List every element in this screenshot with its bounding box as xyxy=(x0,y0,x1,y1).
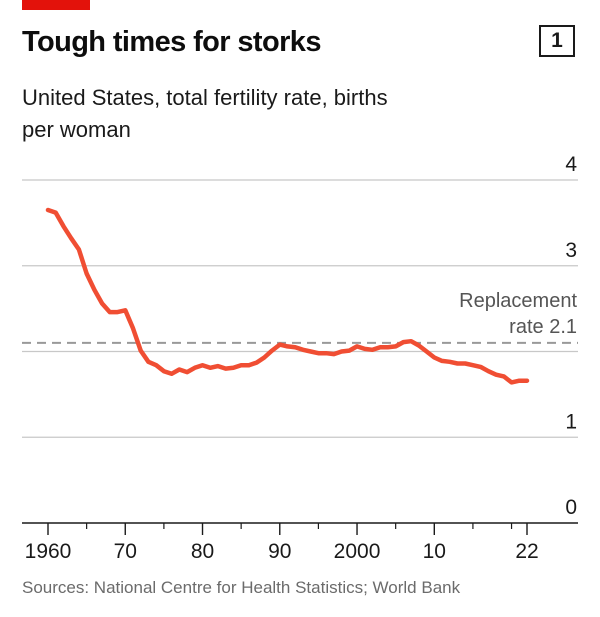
x-tick-label-1960: 1960 xyxy=(25,540,72,563)
x-tick-label-90: 90 xyxy=(268,540,291,563)
x-tick-label-80: 80 xyxy=(191,540,214,563)
y-tick-label-4: 4 xyxy=(565,153,577,176)
chart-title: Tough times for storks xyxy=(22,26,321,58)
x-tick-label-10: 10 xyxy=(423,540,446,563)
x-axis xyxy=(22,522,578,535)
fertility-rate-line xyxy=(45,207,530,385)
economist-red-tag xyxy=(22,0,90,10)
y-tick-label-0: 0 xyxy=(565,496,577,519)
chart-subtitle: United States, total fertility rate, bir… xyxy=(22,85,388,142)
x-tick-label-22: 22 xyxy=(515,540,538,563)
replacement-rate-label-2: rate 2.1 xyxy=(509,316,577,338)
x-tick-label-70: 70 xyxy=(114,540,137,563)
chart-number-badge: 1 xyxy=(539,25,575,57)
y-tick-label-1: 1 xyxy=(565,410,577,433)
replacement-rate-label-1: Replacement xyxy=(459,290,577,312)
source-note: Sources: National Centre for Health Stat… xyxy=(22,578,461,597)
fertility-series xyxy=(45,207,530,385)
replacement-rate-reference: Replacement rate 2.1 xyxy=(22,290,578,344)
grid-lines xyxy=(22,179,578,438)
x-tick-label-2000: 2000 xyxy=(334,540,381,563)
y-tick-label-3: 3 xyxy=(565,239,577,262)
